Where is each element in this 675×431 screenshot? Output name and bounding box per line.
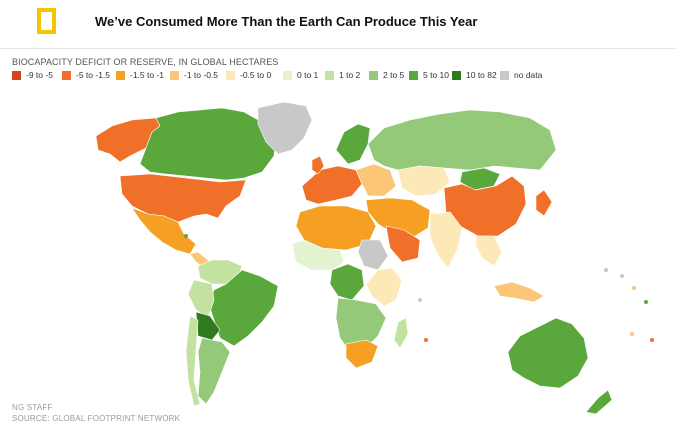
south-africa-region [345,339,379,369]
scandinavia-region [335,123,371,165]
island-dot [418,298,422,302]
arabia-region [385,225,421,263]
legend-label: 10 to 82 [466,70,497,80]
legend-label: -1 to -0.5 [184,70,219,80]
legend-swatch [500,71,509,80]
page-title: We’ve Consumed More Than the Earth Can P… [95,14,478,29]
japan-region [535,189,553,217]
legend-swatch [62,71,71,80]
east-africa-region [365,267,403,307]
legend-label: -5 to -1.5 [76,70,111,80]
island-dot [620,274,624,278]
india-region [429,211,463,269]
island-dot [632,286,636,290]
credit-source: SOURCE: GLOBAL FOOTPRINT NETWORK [12,414,181,423]
argentina-region [197,337,231,405]
russia-region [367,109,557,171]
central-africa-region [329,263,365,301]
national-geographic-logo [37,8,56,34]
island-dot [630,332,634,336]
mongolia-region [459,167,501,191]
new-zealand-region [585,389,613,415]
southeast-asia-region [475,235,503,267]
legend-title: BIOCAPACITY DEFICIT OR RESERVE, IN GLOBA… [12,57,279,67]
canada-region [139,107,277,181]
legend-label: 0 to 1 [297,70,319,80]
kazakhstan-region [397,165,451,197]
western-europe-region [301,165,363,205]
legend-label: -0.5 to 0 [240,70,272,80]
australia-region [507,317,589,389]
legend-label: -1.5 to -1 [130,70,165,80]
legend-swatch [369,71,378,80]
legend-swatch [325,71,334,80]
legend-swatch [409,71,418,80]
legend-swatch [12,71,21,80]
bolivia-region [195,311,221,341]
eastern-europe-region [355,163,397,197]
legend-swatch [452,71,461,80]
usa-region [119,173,247,223]
island-dot [644,300,648,304]
legend-swatch [170,71,179,80]
mexico-region [131,207,197,255]
world-map [95,101,654,415]
greenland-region [257,101,313,155]
indonesia-region [493,281,545,303]
west-africa-region [291,239,345,271]
island-dot [603,267,609,273]
island-dot [424,338,428,342]
legend-label: -9 to -5 [26,70,53,80]
island-dot [184,234,188,238]
legend-label: 5 to 10 [423,70,449,80]
credit-staff: NG STAFF [12,403,53,412]
madagascar-region [393,317,409,349]
legend-swatch [116,71,125,80]
peru-region [187,279,215,319]
legend-swatch [283,71,292,80]
uk-region [311,155,325,175]
sudan-region [357,239,389,271]
legend-swatch [226,71,235,80]
legend-label: no data [514,70,543,80]
chile-region [185,315,201,407]
island-dot [650,338,654,342]
legend-label: 2 to 5 [383,70,405,80]
legend-label: 1 to 2 [339,70,361,80]
header: We’ve Consumed More Than the Earth Can P… [0,0,675,49]
middle-east-region [365,197,431,239]
